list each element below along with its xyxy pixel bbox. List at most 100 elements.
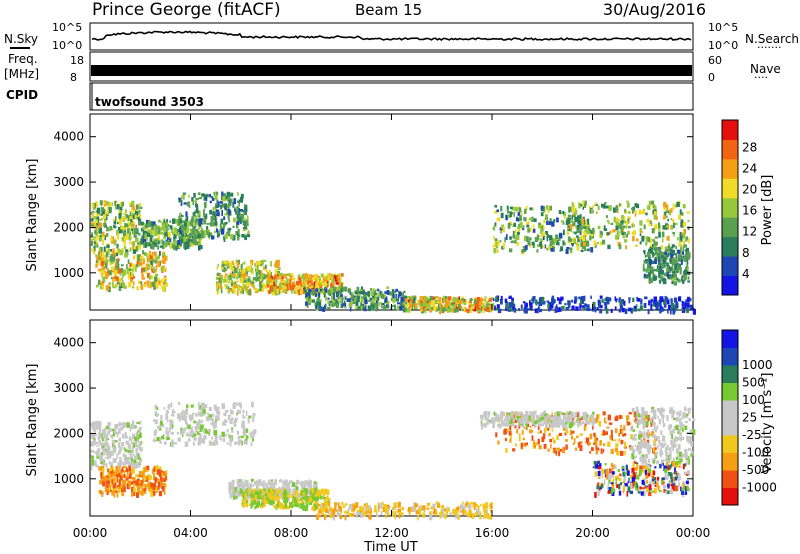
velocity-echo-cell [242, 494, 245, 501]
power-echo-cell [557, 242, 560, 246]
power-echo-cell [666, 262, 669, 267]
power-echo-cell [90, 212, 94, 215]
velocity-echo-cell [379, 502, 383, 509]
power-echo-cell [179, 235, 182, 241]
power-echo-cell [575, 241, 579, 244]
velocity-echo-cell [162, 486, 165, 492]
velocity-echo-cell [274, 494, 277, 499]
power-echo-cell [684, 269, 687, 275]
power-echo-cell [504, 237, 506, 243]
power-echo-cell [677, 250, 680, 254]
power-echo-cell [274, 280, 278, 284]
power-echo-cell [206, 226, 209, 231]
velocity-echo-cell [613, 439, 617, 442]
power-echo-cell [301, 274, 304, 279]
velocity-echo-cell [276, 491, 279, 497]
velocity-echo-cell [124, 466, 128, 469]
velocity-echo-cell [260, 503, 262, 508]
power-echo-cell [668, 243, 670, 249]
power-echo-cell [480, 307, 483, 310]
velocity-echo-cell [327, 509, 331, 514]
power-echo-cell [349, 306, 352, 312]
velocity-echo-cell [603, 443, 606, 446]
velocity-echo-cell [107, 431, 110, 435]
velocity-echo-cell [615, 416, 618, 419]
power-echo-cell [245, 222, 249, 227]
power-echo-cell [403, 290, 406, 293]
power-echo-cell [306, 289, 310, 293]
power-echo-cell [687, 267, 689, 271]
power-echo-cell [206, 222, 210, 225]
power-echo-cell [100, 213, 103, 216]
velocity-echo-cell [119, 484, 124, 489]
velocity-echo-cell [376, 510, 378, 517]
power-echo-cell [671, 245, 674, 249]
velocity-echo-cell [112, 466, 114, 472]
power-echo-cell [523, 307, 526, 313]
power-echo-cell [241, 219, 244, 223]
power-echo-cell [227, 214, 230, 220]
velocity-echo-cell [328, 502, 330, 507]
velocity-echo-cell [385, 514, 387, 519]
power-echo-cell [131, 268, 134, 273]
power-echo-cell [161, 226, 166, 231]
power-echo-cell [236, 213, 239, 219]
power-echo-cell [93, 216, 97, 220]
power-echo-cell [212, 214, 215, 219]
power-echo-cell [397, 302, 401, 305]
velocity-echo-cell [384, 509, 387, 514]
cpid-value: twofsound 3503 [95, 95, 204, 109]
velocity-echo-cell [159, 437, 161, 443]
power-echo-cell [514, 229, 517, 234]
nave-tick-bottom: 0 [708, 71, 715, 84]
power-echo-cell [140, 240, 144, 245]
velocity-echo-cell [250, 505, 253, 509]
power-echo-cell [174, 240, 177, 246]
velocity-echo-cell [152, 486, 155, 490]
velocity-echo-cell [245, 480, 249, 486]
velocity-echo-cell [186, 432, 189, 436]
velocity-echo-cell [230, 412, 234, 415]
velocity-echo-cell [201, 405, 206, 410]
velocity-echo-cell [560, 448, 563, 452]
power-echo-cell [265, 269, 268, 272]
velocity-echo-cell [294, 483, 297, 486]
velocity-echo-cell [219, 435, 221, 440]
power-echo-cell [272, 282, 276, 287]
power-echo-cell [227, 266, 230, 269]
power-echo-cell [146, 233, 150, 237]
velocity-echo-cell [156, 478, 160, 481]
power-echo-cell [197, 210, 199, 214]
power-echo-cell [528, 237, 532, 241]
velocity-echo-cell [336, 510, 340, 517]
power-echo-cell [110, 249, 112, 252]
velocity-echo-cell [320, 495, 323, 500]
velocity-echo-cell [484, 504, 487, 507]
power-echo-cell [538, 297, 542, 304]
power-echo-cell [261, 287, 265, 292]
power-echo-cell [161, 240, 165, 245]
power-echo-cell [666, 236, 669, 241]
power-echo-cell [93, 241, 96, 245]
velocity-echo-cell [462, 509, 464, 516]
power-echo-cell [640, 298, 643, 303]
power-echo-cell [518, 308, 520, 312]
velocity-echo-cell [241, 440, 243, 446]
velocity-echo-cell [134, 440, 138, 446]
power-echo-cell [237, 192, 239, 196]
velocity-echo-cell [411, 505, 415, 511]
power-echo-cell [175, 244, 178, 251]
velocity-echo-cell [236, 479, 240, 485]
power-echo-cell [134, 214, 137, 219]
velocity-echo-cell [520, 445, 523, 449]
velocity-echo-cell [304, 505, 308, 512]
velocity-echo-cell [199, 413, 203, 416]
power-echo-cell [438, 296, 442, 303]
velocity-echo-cell [103, 428, 107, 434]
velocity-echo-cell [123, 422, 127, 428]
power-echo-cell [237, 260, 240, 265]
power-echo-cell [683, 244, 687, 248]
power-echo-cell [95, 243, 98, 248]
velocity-echo-cell [445, 509, 449, 515]
velocity-echo-cell [215, 410, 219, 414]
